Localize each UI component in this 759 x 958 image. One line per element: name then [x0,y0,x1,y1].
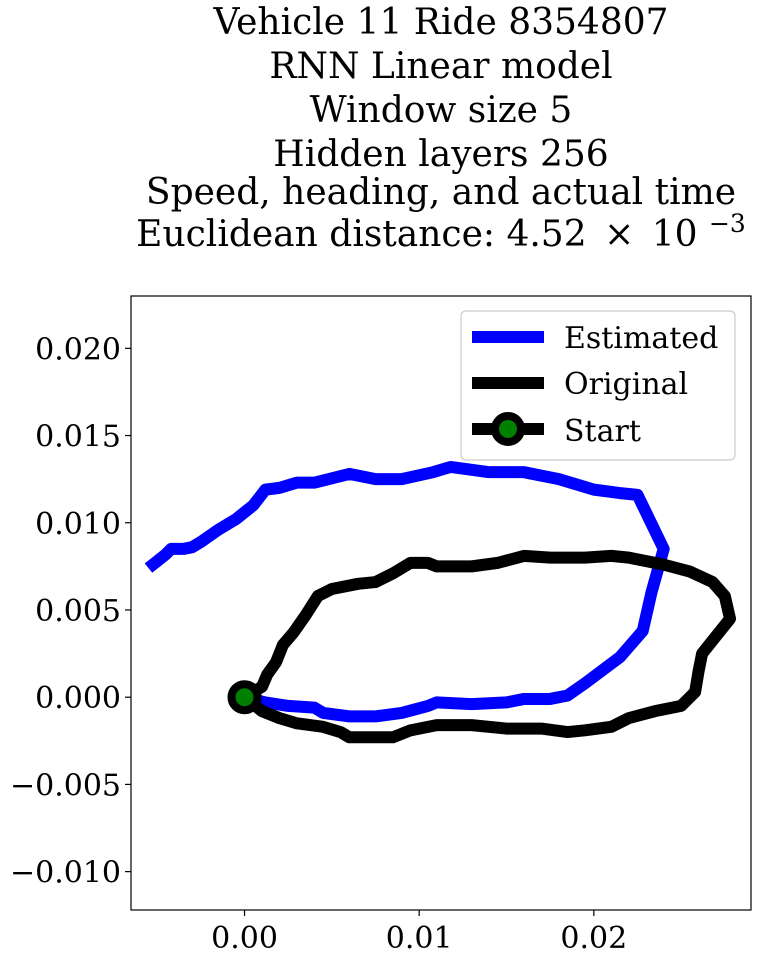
y-tick-label: 0.005 [35,594,121,629]
x-tick-label: 0.01 [386,921,453,956]
y-tick-label: −0.005 [10,768,121,803]
y-axis: 0.020 0.015 0.010 0.005 0.000 −0.005 −0.010 [10,332,131,891]
y-tick-label: −0.010 [10,856,121,891]
series-original-line [240,549,737,744]
y-tick-label: 0.020 [35,332,121,367]
axes-frame [130,295,752,911]
title-distance-base: 10 [652,214,698,255]
y-tick-label: 0.010 [35,507,121,542]
title-line-3: Window size 5 [310,90,573,131]
start-marker [227,680,262,715]
legend-box [460,310,736,461]
title-distance-times: × [604,214,634,255]
legend-label-start: Start [564,414,641,449]
title-line-2: RNN Linear model [269,46,612,87]
x-axis: 0.00 0.01 0.02 [211,910,627,956]
plot-area: 0.00 0.01 0.02 0.020 0.015 0.010 0.005 0.000 −0… [10,295,752,956]
y-tick-label: 0.015 [35,420,121,455]
marker-layer [227,680,262,715]
title-distance: Euclidean distance: 4.52 × 10 −3 [136,209,746,255]
series-layer [144,460,737,744]
chart-title: Vehicle 11 Ride 8354807 RNN Linear model… [136,2,746,255]
x-tick-label: 0.02 [560,921,627,956]
y-tick-label: 0.000 [35,681,121,716]
legend-swatch-start-marker [491,412,525,446]
title-distance-prefix: Euclidean distance: 4.52 [136,214,586,255]
legend-label-estimated: Estimated [564,321,718,356]
title-line-1: Vehicle 11 Ride 8354807 [212,2,668,43]
title-line-5: Speed, heading, and actual time [146,172,736,213]
title-line-4: Hidden layers 256 [273,134,608,175]
legend: Estimated Original Start [460,310,736,461]
series-estimated-line [144,460,670,723]
title-distance-exponent: −3 [709,209,746,238]
x-tick-label: 0.00 [211,921,278,956]
legend-label-original: Original [564,367,688,402]
